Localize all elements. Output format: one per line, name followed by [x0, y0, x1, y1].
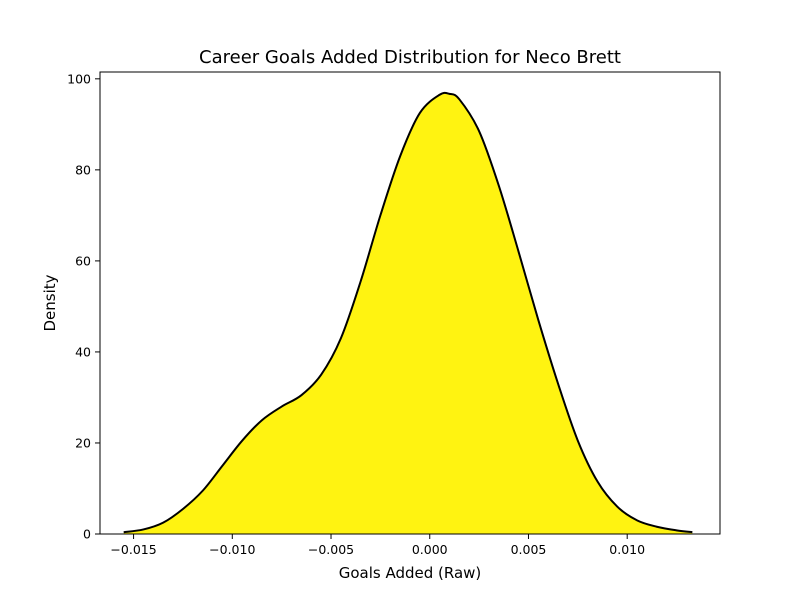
x-axis-label: Goals Added (Raw)	[339, 564, 482, 582]
y-tick-label: 20	[75, 435, 91, 450]
y-tick-label: 0	[83, 527, 91, 542]
x-axis-ticks: −0.015 −0.010 −0.005 0.000 0.005 0.010	[110, 534, 645, 557]
x-tick-label: −0.015	[110, 542, 156, 557]
x-tick-label: 0.010	[609, 542, 645, 557]
density-area-fill	[123, 92, 693, 534]
x-tick-label: −0.005	[308, 542, 354, 557]
x-tick-label: 0.005	[511, 542, 547, 557]
chart-title: Career Goals Added Distribution for Neco…	[199, 47, 621, 68]
x-tick-label: 0.000	[412, 542, 448, 557]
y-tick-label: 100	[67, 71, 91, 86]
density-curve-line	[123, 91, 693, 534]
plot-frame	[99, 71, 721, 535]
y-tick-label: 40	[75, 344, 91, 359]
y-tick-label: 80	[75, 162, 91, 177]
y-tick-label: 60	[75, 253, 91, 268]
y-axis-ticks: 0 20 40 60 80 100	[67, 71, 100, 542]
y-axis-label: Density	[41, 274, 59, 331]
plot-layer	[123, 91, 693, 534]
x-tick-label: −0.010	[209, 542, 255, 557]
